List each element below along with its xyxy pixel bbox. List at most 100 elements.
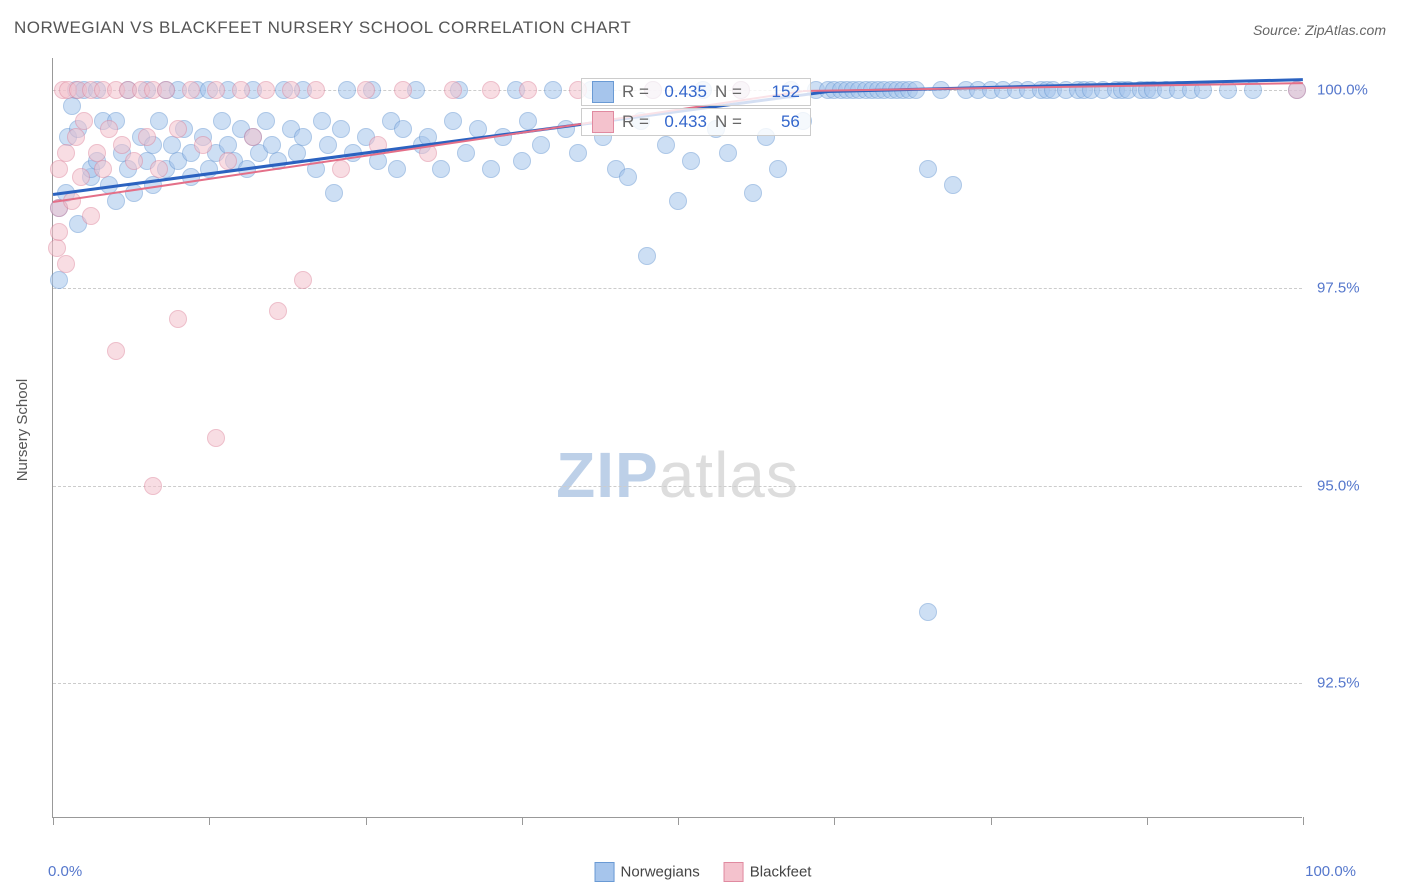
- stats-n-label: N =: [715, 112, 742, 132]
- scatter-point: [138, 128, 156, 146]
- watermark-light: atlas: [659, 439, 799, 511]
- scatter-point: [113, 136, 131, 154]
- chart-title: NORWEGIAN VS BLACKFEET NURSERY SCHOOL CO…: [14, 18, 631, 38]
- scatter-point: [332, 160, 350, 178]
- y-tick-label: 100.0%: [1317, 81, 1368, 98]
- scatter-point: [432, 160, 450, 178]
- y-tick-label: 92.5%: [1317, 675, 1360, 692]
- stats-r-label: R =: [622, 112, 649, 132]
- scatter-point: [394, 120, 412, 138]
- watermark: ZIPatlas: [556, 438, 799, 512]
- y-axis-title: Nursery School: [14, 379, 31, 482]
- x-tick: [834, 817, 835, 825]
- y-tick-label: 95.0%: [1317, 477, 1360, 494]
- scatter-point: [67, 128, 85, 146]
- scatter-point: [919, 603, 937, 621]
- scatter-point: [657, 136, 675, 154]
- scatter-point: [244, 128, 262, 146]
- scatter-point: [332, 120, 350, 138]
- scatter-point: [182, 81, 200, 99]
- legend-item: Blackfeet: [724, 862, 812, 882]
- scatter-point: [57, 255, 75, 273]
- scatter-point: [769, 160, 787, 178]
- scatter-point: [544, 81, 562, 99]
- scatter-point: [313, 112, 331, 130]
- x-tick: [366, 817, 367, 825]
- scatter-point: [213, 112, 231, 130]
- scatter-point: [157, 81, 175, 99]
- stats-box: R = 0.433 N = 56: [581, 108, 811, 136]
- x-legend: Norwegians Blackfeet: [595, 862, 812, 882]
- scatter-point: [719, 144, 737, 162]
- scatter-point: [207, 429, 225, 447]
- scatter-point: [75, 112, 93, 130]
- scatter-point: [944, 176, 962, 194]
- x-tick: [991, 817, 992, 825]
- scatter-point: [294, 128, 312, 146]
- stats-n-label: N =: [715, 82, 742, 102]
- scatter-point: [444, 112, 462, 130]
- scatter-point: [125, 152, 143, 170]
- x-tick: [53, 817, 54, 825]
- scatter-point: [532, 136, 550, 154]
- scatter-point: [282, 81, 300, 99]
- scatter-point: [72, 168, 90, 186]
- scatter-point: [50, 223, 68, 241]
- scatter-point: [82, 207, 100, 225]
- scatter-point: [557, 120, 575, 138]
- scatter-point: [169, 120, 187, 138]
- scatter-point: [257, 112, 275, 130]
- scatter-point: [307, 81, 325, 99]
- scatter-point: [325, 184, 343, 202]
- scatter-point: [569, 144, 587, 162]
- scatter-point: [63, 97, 81, 115]
- scatter-point: [194, 136, 212, 154]
- scatter-point: [682, 152, 700, 170]
- scatter-point: [638, 247, 656, 265]
- scatter-point: [394, 81, 412, 99]
- scatter-point: [50, 160, 68, 178]
- x-axis-max-label: 100.0%: [1305, 863, 1356, 880]
- x-axis-min-label: 0.0%: [48, 863, 82, 880]
- x-tick: [1303, 817, 1304, 825]
- x-tick: [522, 817, 523, 825]
- legend-item: Norwegians: [595, 862, 700, 882]
- scatter-point: [294, 271, 312, 289]
- scatter-point: [169, 310, 187, 328]
- stats-n-value: 56: [750, 112, 800, 132]
- watermark-bold: ZIP: [556, 439, 659, 511]
- scatter-point: [107, 342, 125, 360]
- scatter-point: [257, 81, 275, 99]
- legend-swatch: [724, 862, 744, 882]
- stats-swatch: [592, 111, 614, 133]
- scatter-point: [319, 136, 337, 154]
- y-tick-label: 97.5%: [1317, 279, 1360, 296]
- stats-n-value: 152: [750, 82, 800, 102]
- scatter-point: [100, 120, 118, 138]
- scatter-point: [519, 112, 537, 130]
- scatter-point: [269, 302, 287, 320]
- scatter-point: [338, 81, 356, 99]
- stats-box: R =0.435N =152: [581, 78, 811, 106]
- stats-swatch: [592, 81, 614, 103]
- scatter-point: [357, 81, 375, 99]
- plot-area: ZIPatlas 92.5%95.0%97.5%100.0%R =0.435N …: [52, 58, 1302, 818]
- scatter-point: [94, 160, 112, 178]
- scatter-point: [919, 160, 937, 178]
- scatter-point: [669, 192, 687, 210]
- scatter-point: [482, 160, 500, 178]
- scatter-point: [50, 271, 68, 289]
- scatter-point: [619, 168, 637, 186]
- scatter-point: [444, 81, 462, 99]
- scatter-point: [219, 152, 237, 170]
- stats-r-value: 0.433: [657, 112, 707, 132]
- scatter-point: [232, 81, 250, 99]
- x-tick: [678, 817, 679, 825]
- scatter-point: [144, 477, 162, 495]
- scatter-point: [207, 81, 225, 99]
- legend-swatch: [595, 862, 615, 882]
- gridline: [53, 288, 1302, 289]
- legend-label: Blackfeet: [750, 864, 812, 881]
- scatter-point: [388, 160, 406, 178]
- source-label: Source: ZipAtlas.com: [1253, 22, 1386, 38]
